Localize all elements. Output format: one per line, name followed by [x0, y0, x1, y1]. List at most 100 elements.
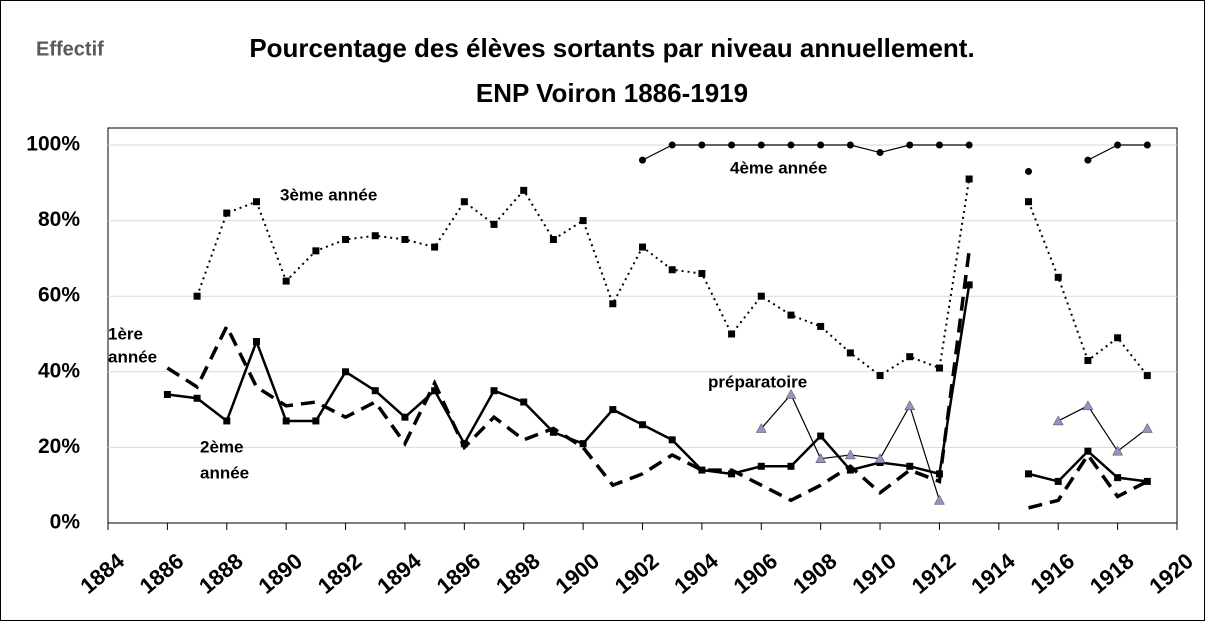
marker	[193, 394, 201, 402]
marker	[1114, 334, 1122, 342]
marker	[1112, 445, 1124, 456]
series-label: 3ème année	[280, 185, 377, 204]
marker	[579, 440, 587, 448]
marker	[846, 349, 854, 357]
marker	[728, 141, 736, 149]
marker	[787, 311, 795, 319]
marker	[874, 453, 886, 463]
y-tick-label: 20%	[38, 435, 80, 458]
marker	[698, 141, 706, 149]
marker	[252, 338, 260, 346]
marker	[817, 432, 825, 440]
marker	[965, 175, 973, 183]
marker	[1082, 400, 1094, 411]
marker	[846, 141, 854, 149]
marker	[342, 368, 350, 376]
marker	[520, 398, 528, 406]
marker	[1143, 372, 1151, 380]
marker	[223, 209, 231, 217]
series-label: année	[108, 347, 157, 366]
y-tick-label: 80%	[38, 208, 80, 231]
marker	[1025, 198, 1033, 206]
marker	[1084, 156, 1092, 164]
marker	[371, 232, 379, 240]
marker	[282, 417, 290, 425]
corner-label: Effectif	[36, 38, 104, 60]
marker	[163, 390, 171, 398]
marker	[757, 292, 765, 300]
y-tick-label: 0%	[50, 511, 81, 534]
marker	[460, 440, 468, 448]
marker	[1054, 477, 1062, 485]
marker	[312, 247, 320, 255]
marker	[965, 281, 973, 289]
marker	[401, 236, 409, 243]
marker	[490, 220, 498, 228]
marker	[520, 186, 528, 194]
marker	[906, 141, 914, 149]
marker	[728, 470, 736, 478]
marker	[639, 421, 646, 429]
marker	[668, 141, 676, 149]
marker	[223, 417, 231, 425]
chart-title: Pourcentage des élèves sortants par nive…	[249, 33, 974, 63]
marker	[401, 413, 409, 421]
marker	[371, 387, 379, 395]
marker	[904, 400, 916, 411]
series-label: 4ème année	[730, 158, 827, 177]
marker	[193, 292, 201, 300]
marker	[965, 141, 973, 149]
marker	[1054, 273, 1062, 281]
marker	[1141, 422, 1153, 433]
marker	[549, 428, 557, 436]
marker	[431, 243, 439, 251]
marker	[1084, 356, 1092, 364]
marker	[668, 436, 676, 444]
series-label: année	[200, 463, 249, 482]
marker	[846, 466, 854, 474]
series-label: préparatoire	[708, 372, 807, 391]
marker	[431, 387, 439, 395]
marker	[935, 364, 943, 372]
marker	[935, 470, 943, 478]
marker	[549, 236, 557, 243]
marker	[252, 198, 260, 206]
marker	[1114, 474, 1122, 482]
marker	[815, 453, 827, 463]
marker	[1143, 141, 1151, 149]
marker	[757, 141, 765, 149]
marker	[785, 388, 797, 399]
marker	[460, 198, 468, 206]
chart-title: ENP Voiron 1886-1919	[476, 78, 748, 108]
marker	[282, 277, 290, 285]
marker	[844, 449, 856, 460]
marker	[312, 417, 320, 425]
marker	[755, 422, 767, 433]
marker	[757, 462, 765, 470]
marker	[668, 266, 676, 274]
marker	[876, 149, 884, 157]
marker	[342, 236, 350, 243]
marker	[609, 406, 617, 414]
marker	[817, 141, 825, 149]
marker	[639, 243, 646, 251]
marker	[728, 330, 736, 338]
y-tick-label: 40%	[38, 359, 80, 382]
marker	[1143, 477, 1151, 485]
marker	[935, 141, 943, 149]
marker	[787, 462, 795, 470]
marker	[934, 494, 945, 505]
marker	[639, 156, 646, 164]
marker	[1114, 141, 1122, 149]
y-tick-label: 60%	[38, 284, 80, 307]
marker	[906, 353, 914, 361]
series-label: 1ère	[108, 324, 143, 343]
series-label: 2ème	[200, 437, 243, 456]
y-tick-label: 100%	[26, 133, 80, 156]
marker	[609, 300, 617, 308]
marker	[1025, 470, 1033, 478]
marker	[698, 466, 706, 474]
marker	[1025, 167, 1033, 175]
marker	[579, 217, 587, 225]
